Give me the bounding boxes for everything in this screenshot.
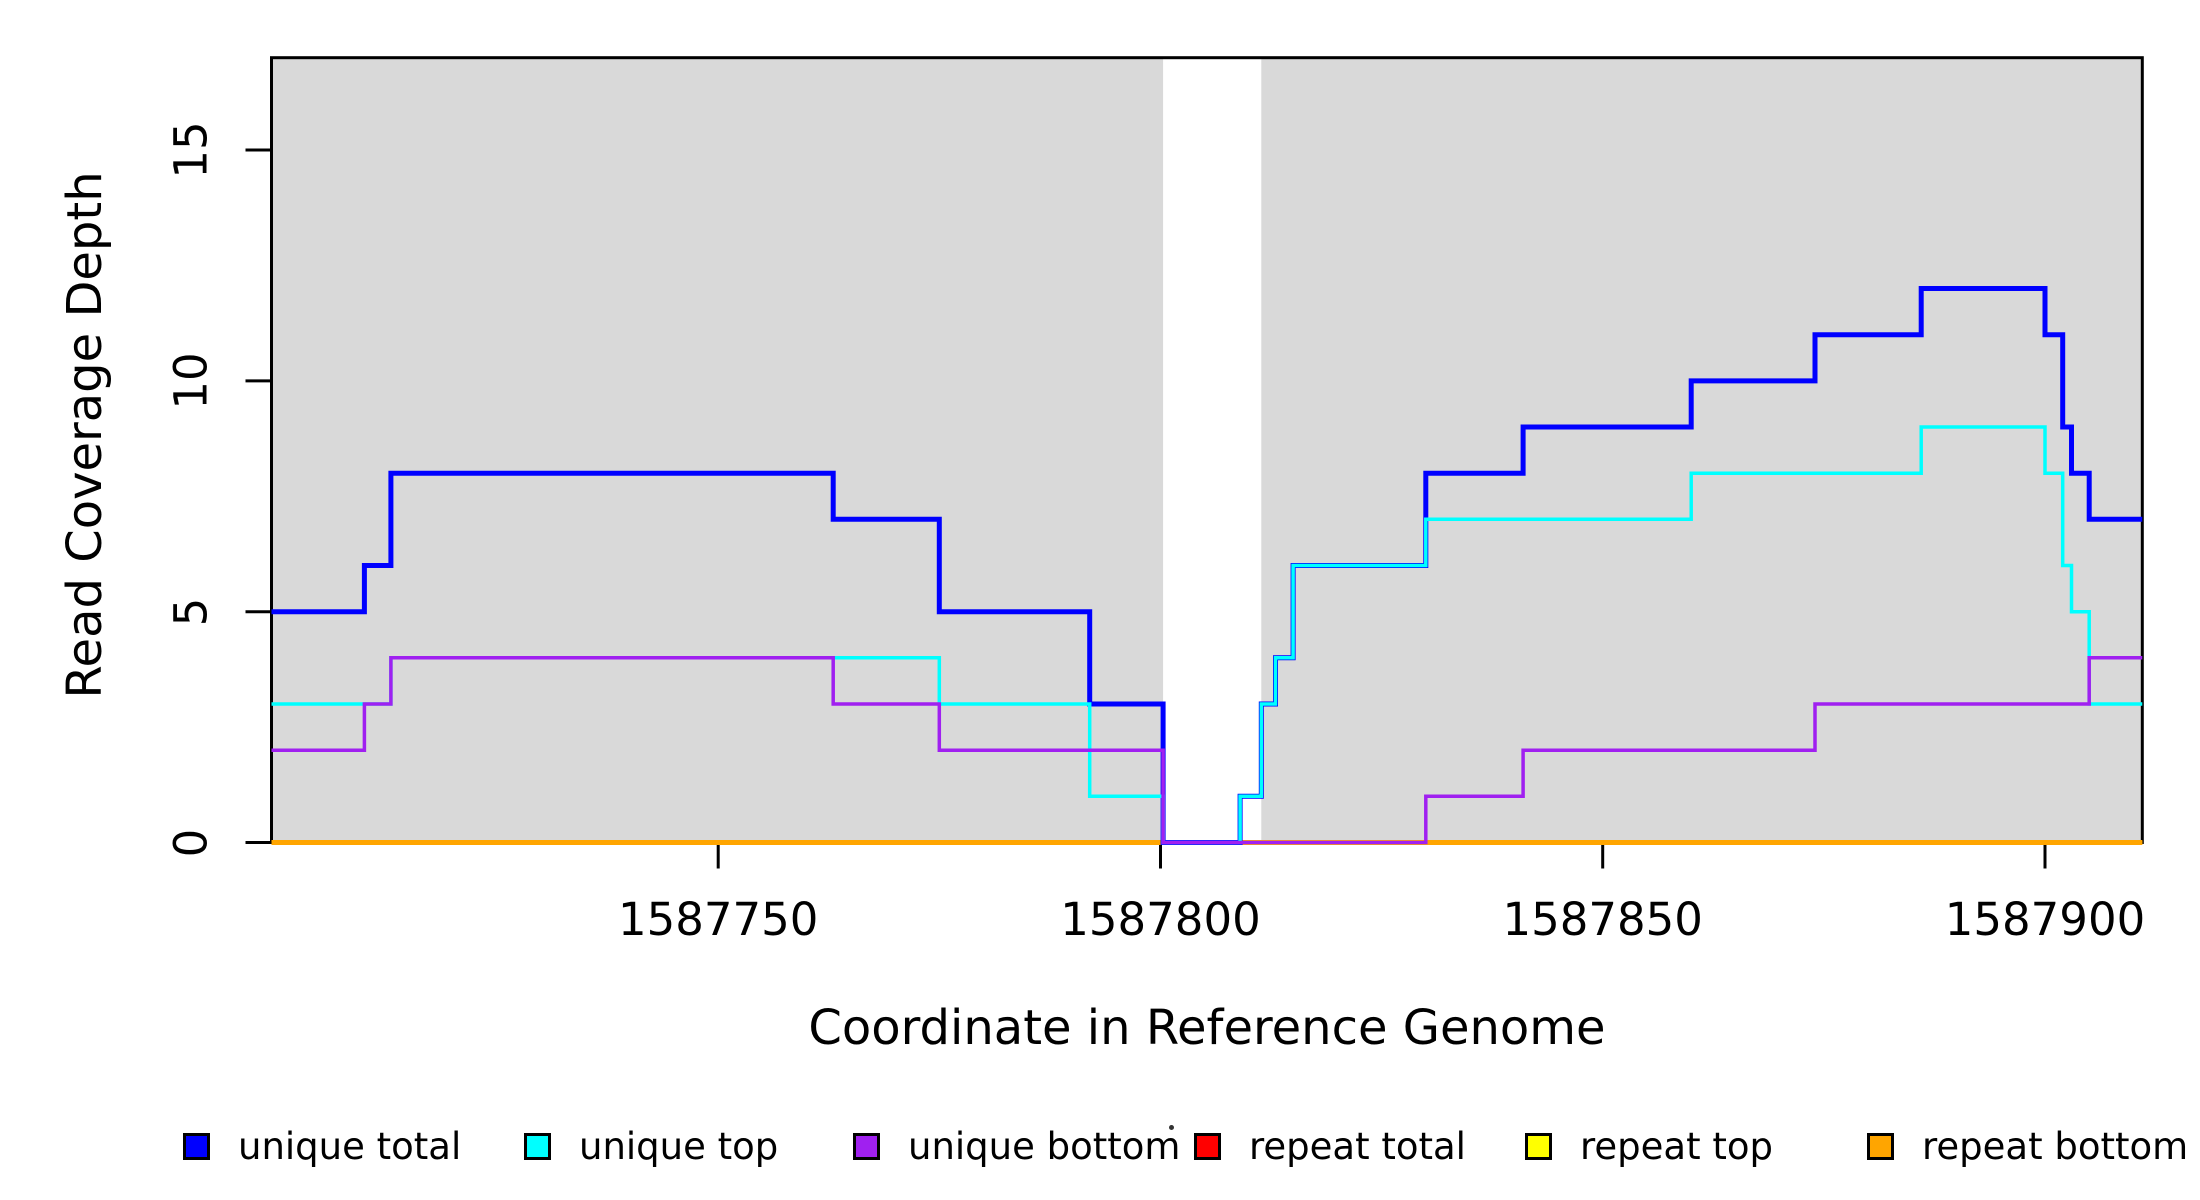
y-tick-label-0: 0: [164, 828, 218, 857]
legend-swatch-repeat-bottom-icon: [1867, 1132, 1894, 1160]
legend-item-repeat-bottom: repeat bottom: [1867, 1118, 2188, 1174]
legend-swatch-repeat-top-icon: [1525, 1132, 1552, 1160]
x-tick-label-1587750: 1587750: [617, 893, 819, 946]
legend-label: unique top: [579, 1124, 779, 1168]
stray-dot: [1169, 1125, 1174, 1130]
y-axis-title: Read Coverage Depth: [57, 171, 113, 699]
legend-item-unique-total: unique total: [183, 1118, 461, 1174]
x-tick-label-1587900: 1587900: [1944, 893, 2146, 946]
legend-label: unique bottom: [908, 1124, 1181, 1168]
legend-item-unique-top: unique top: [524, 1118, 778, 1174]
legend-label: repeat top: [1580, 1124, 1773, 1168]
legend-label: repeat total: [1249, 1124, 1466, 1168]
legend-swatch-unique-top-icon: [524, 1132, 551, 1160]
x-tick-label-1587800: 1587800: [1060, 893, 1261, 946]
legend-item-unique-bottom: unique bottom: [853, 1118, 1180, 1174]
legend-label: repeat bottom: [1922, 1124, 2189, 1168]
y-tick-label-10: 10: [164, 352, 218, 410]
y-tick-label-5: 5: [164, 597, 218, 627]
y-tick-label-15: 15: [164, 121, 218, 179]
legend-label: unique total: [238, 1124, 462, 1168]
x-axis-title: Coordinate in Reference Genome: [808, 1000, 1606, 1056]
legend: unique total unique top unique bottom re…: [0, 1118, 2200, 1178]
legend-item-repeat-top: repeat top: [1525, 1118, 1773, 1174]
legend-swatch-repeat-total-icon: [1194, 1132, 1221, 1160]
legend-item-repeat-total: repeat total: [1194, 1118, 1466, 1174]
legend-swatch-unique-bottom-icon: [853, 1132, 880, 1160]
x-tick-label-1587850: 1587850: [1502, 893, 1703, 946]
legend-swatch-unique-total-icon: [183, 1132, 210, 1160]
